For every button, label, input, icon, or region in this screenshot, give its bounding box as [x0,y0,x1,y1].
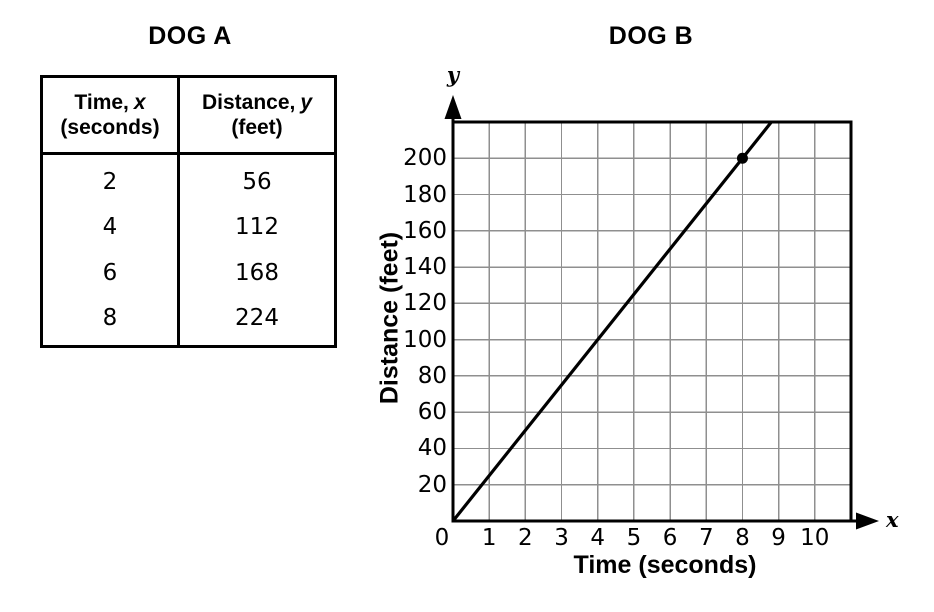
table-cell: 168 [235,259,279,286]
table-cell: 2 [102,168,118,195]
header-time-variable: x [133,91,146,114]
header-time: Time, x (seconds) [43,78,180,152]
header-distance-label: Distance, [201,91,296,114]
table-cell: 224 [235,305,279,332]
x-axis-letter: x [886,507,899,532]
header-distance: Distance, y (feet) [180,78,334,152]
header-distance-variable: y [300,91,313,114]
header-time-unit: (seconds) [60,116,160,139]
table-header-row: Time, x (seconds) Distance, y (feet) [43,78,334,155]
y-axis-letter: y [446,62,460,87]
y-axis-arrow [444,95,462,119]
table-cell: 8 [102,305,118,332]
dog-b-title: DOG B [608,22,694,50]
dog-a-title: DOG A [148,22,232,50]
header-distance-unit: (feet) [231,116,283,139]
x-axis-title: Time (seconds) [573,551,757,579]
marked-point [736,152,748,164]
dog-a-table: Time, x (seconds) Distance, y (feet) 2 4 6… [40,75,337,348]
distance-column: 56 112 168 224 [180,155,334,345]
y-axis-title: Distance (feet) [375,231,404,405]
x-axis-arrow [856,512,879,530]
table-cell: 4 [102,214,118,241]
table-body: 2 4 6 8 56 112 168 224 [43,155,334,345]
header-time-label: Time, [74,91,129,114]
time-column: 2 4 6 8 [43,155,180,345]
dog-b-line [451,121,773,522]
table-cell: 112 [235,214,279,241]
table-cell: 6 [102,259,118,286]
table-cell: 56 [242,168,272,195]
